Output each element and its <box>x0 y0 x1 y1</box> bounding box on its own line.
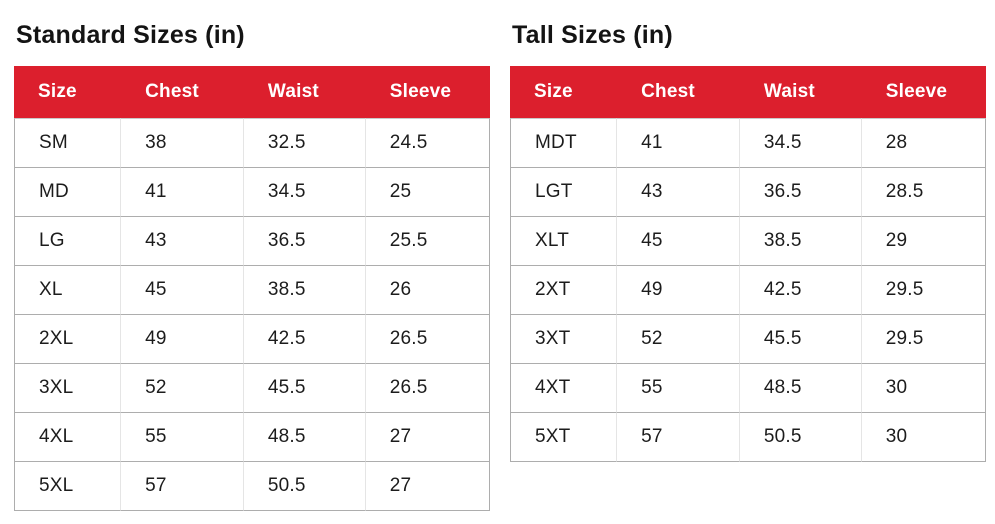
measurement-cell: 48.5 <box>739 364 862 413</box>
standard-sizes-body: SM 38 32.5 24.5 MD 41 34.5 25 LG 43 36.5 25.5 XL 45 38… <box>14 118 490 511</box>
measurement-cell: 34.5 <box>243 168 366 217</box>
size-label-cell: 2XT <box>510 266 618 315</box>
size-label-cell: LGT <box>510 168 618 217</box>
size-label-cell: XLT <box>510 217 618 266</box>
measurement-cell: 29.5 <box>861 315 986 364</box>
measurement-cell: 29 <box>861 217 986 266</box>
table-row: 4XL 55 48.5 27 <box>14 413 490 462</box>
measurement-cell: 38 <box>121 118 244 168</box>
column-header-sleeve: Sleeve <box>861 66 986 118</box>
tall-sizes-table: Size Chest Waist Sleeve MDT 41 34.5 28 LGT 43 36.… <box>510 66 986 462</box>
size-label-cell: 3XL <box>14 364 122 413</box>
measurement-cell: 28.5 <box>861 168 986 217</box>
size-label-cell: 4XL <box>14 413 122 462</box>
measurement-cell: 45.5 <box>739 315 862 364</box>
measurement-cell: 50.5 <box>243 462 366 511</box>
measurement-cell: 25 <box>365 168 490 217</box>
size-label-cell: LG <box>14 217 122 266</box>
table-row: XLT 45 38.5 29 <box>510 217 986 266</box>
measurement-cell: 28 <box>861 118 986 168</box>
measurement-cell: 24.5 <box>365 118 490 168</box>
table-row: 4XT 55 48.5 30 <box>510 364 986 413</box>
column-header-waist: Waist <box>739 66 862 118</box>
table-row: 5XT 57 50.5 30 <box>510 413 986 462</box>
measurement-cell: 36.5 <box>243 217 366 266</box>
measurement-cell: 43 <box>121 217 244 266</box>
table-row: 2XT 49 42.5 29.5 <box>510 266 986 315</box>
size-label-cell: MDT <box>510 118 618 168</box>
measurement-cell: 42.5 <box>243 315 366 364</box>
tall-sizes-body: MDT 41 34.5 28 LGT 43 36.5 28.5 XLT 45 38.5 29 2XT 49… <box>510 118 986 462</box>
tall-sizes-section: Tall Sizes (in) Size Chest Waist Sleeve MDT… <box>510 20 986 462</box>
measurement-cell: 26.5 <box>365 315 490 364</box>
measurement-cell: 45 <box>121 266 244 315</box>
measurement-cell: 29.5 <box>861 266 986 315</box>
size-label-cell: MD <box>14 168 122 217</box>
size-chart-page: Standard Sizes (in) Size Chest Waist Sleeve… <box>14 20 986 511</box>
measurement-cell: 45.5 <box>243 364 366 413</box>
table-row: 2XL 49 42.5 26.5 <box>14 315 490 364</box>
measurement-cell: 36.5 <box>739 168 862 217</box>
size-label-cell: 5XT <box>510 413 618 462</box>
measurement-cell: 41 <box>617 118 740 168</box>
measurement-cell: 52 <box>617 315 740 364</box>
column-header-size: Size <box>510 66 618 118</box>
table-row: LG 43 36.5 25.5 <box>14 217 490 266</box>
size-label-cell: 5XL <box>14 462 122 511</box>
measurement-cell: 52 <box>121 364 244 413</box>
measurement-cell: 25.5 <box>365 217 490 266</box>
table-row: LGT 43 36.5 28.5 <box>510 168 986 217</box>
measurement-cell: 38.5 <box>243 266 366 315</box>
measurement-cell: 42.5 <box>739 266 862 315</box>
measurement-cell: 49 <box>617 266 740 315</box>
measurement-cell: 26 <box>365 266 490 315</box>
column-header-chest: Chest <box>121 66 244 118</box>
tall-sizes-header-row: Size Chest Waist Sleeve <box>510 66 986 118</box>
column-header-chest: Chest <box>617 66 740 118</box>
measurement-cell: 49 <box>121 315 244 364</box>
table-row: 3XL 52 45.5 26.5 <box>14 364 490 413</box>
size-label-cell: 4XT <box>510 364 618 413</box>
measurement-cell: 43 <box>617 168 740 217</box>
measurement-cell: 50.5 <box>739 413 862 462</box>
table-row: SM 38 32.5 24.5 <box>14 118 490 168</box>
measurement-cell: 26.5 <box>365 364 490 413</box>
standard-sizes-table: Size Chest Waist Sleeve SM 38 32.5 24.5 MD 41 34.… <box>14 66 490 511</box>
measurement-cell: 32.5 <box>243 118 366 168</box>
measurement-cell: 38.5 <box>739 217 862 266</box>
measurement-cell: 57 <box>617 413 740 462</box>
table-row: MD 41 34.5 25 <box>14 168 490 217</box>
column-header-size: Size <box>14 66 122 118</box>
measurement-cell: 27 <box>365 413 490 462</box>
measurement-cell: 55 <box>617 364 740 413</box>
measurement-cell: 30 <box>861 413 986 462</box>
standard-sizes-section: Standard Sizes (in) Size Chest Waist Sleeve… <box>14 20 490 511</box>
standard-sizes-title: Standard Sizes (in) <box>16 21 245 49</box>
measurement-cell: 30 <box>861 364 986 413</box>
size-label-cell: 2XL <box>14 315 122 364</box>
tall-sizes-title: Tall Sizes (in) <box>512 21 673 49</box>
column-header-sleeve: Sleeve <box>365 66 490 118</box>
standard-sizes-header-row: Size Chest Waist Sleeve <box>14 66 490 118</box>
size-label-cell: 3XT <box>510 315 618 364</box>
measurement-cell: 55 <box>121 413 244 462</box>
measurement-cell: 41 <box>121 168 244 217</box>
column-header-waist: Waist <box>243 66 366 118</box>
table-row: 3XT 52 45.5 29.5 <box>510 315 986 364</box>
table-row: 5XL 57 50.5 27 <box>14 462 490 511</box>
table-row: XL 45 38.5 26 <box>14 266 490 315</box>
measurement-cell: 57 <box>121 462 244 511</box>
table-row: MDT 41 34.5 28 <box>510 118 986 168</box>
measurement-cell: 48.5 <box>243 413 366 462</box>
measurement-cell: 34.5 <box>739 118 862 168</box>
measurement-cell: 27 <box>365 462 490 511</box>
size-label-cell: XL <box>14 266 122 315</box>
measurement-cell: 45 <box>617 217 740 266</box>
size-label-cell: SM <box>14 118 122 168</box>
